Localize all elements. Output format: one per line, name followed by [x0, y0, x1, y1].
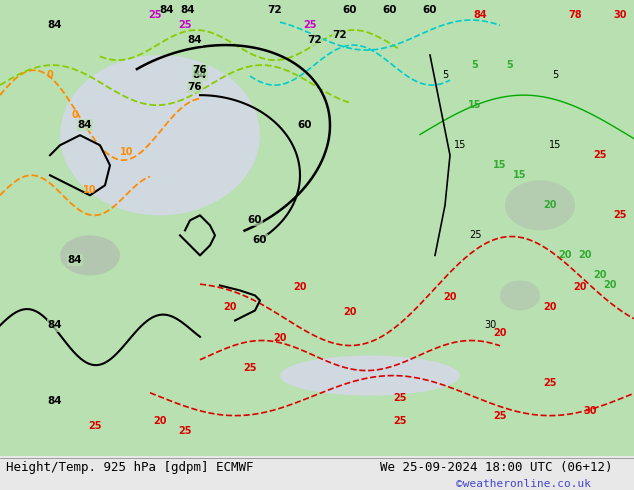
Text: 84: 84: [68, 255, 82, 266]
Text: 20: 20: [294, 282, 307, 293]
Text: 78: 78: [568, 10, 582, 20]
Text: Height/Temp. 925 hPa [gdpm] ECMWF: Height/Temp. 925 hPa [gdpm] ECMWF: [6, 462, 254, 474]
Text: 84: 84: [48, 320, 62, 330]
Text: 25: 25: [393, 416, 407, 426]
Text: 25: 25: [303, 20, 317, 30]
Text: 84: 84: [473, 10, 487, 20]
Text: 25: 25: [543, 378, 557, 388]
Text: 84: 84: [181, 5, 195, 15]
Text: 60: 60: [298, 120, 313, 130]
Text: 0: 0: [47, 70, 53, 80]
Text: 15: 15: [493, 160, 507, 170]
Text: 84: 84: [188, 35, 202, 45]
Text: 84: 84: [48, 395, 62, 406]
Text: 25: 25: [243, 363, 257, 372]
Text: 60: 60: [423, 5, 437, 15]
Text: 5: 5: [552, 70, 558, 80]
Text: 84: 84: [193, 70, 207, 80]
Text: 20: 20: [559, 250, 572, 260]
Text: 20: 20: [603, 280, 617, 291]
Text: 10: 10: [83, 185, 97, 196]
Text: 5: 5: [507, 60, 514, 70]
Text: 5: 5: [472, 60, 479, 70]
Text: 20: 20: [343, 308, 357, 318]
Text: 20: 20: [153, 416, 167, 426]
Text: 25: 25: [493, 411, 507, 420]
Text: 72: 72: [268, 5, 282, 15]
Text: 20: 20: [543, 200, 557, 210]
Ellipse shape: [500, 280, 540, 311]
Text: 60: 60: [343, 5, 357, 15]
Text: 20: 20: [273, 333, 287, 343]
Text: 20: 20: [578, 250, 592, 260]
Text: 25: 25: [88, 420, 101, 431]
Text: 15: 15: [549, 140, 561, 150]
Text: 84: 84: [160, 5, 174, 15]
Text: 25: 25: [178, 20, 191, 30]
Text: 20: 20: [593, 270, 607, 280]
Text: 60: 60: [248, 215, 262, 225]
Text: 25: 25: [393, 392, 407, 403]
Text: 25: 25: [469, 230, 481, 241]
Text: 15: 15: [454, 140, 466, 150]
Text: 76: 76: [188, 82, 202, 92]
Text: 72: 72: [333, 30, 347, 40]
Text: 30: 30: [484, 320, 496, 330]
Text: 25: 25: [148, 10, 162, 20]
Text: 0: 0: [72, 110, 79, 120]
Text: 20: 20: [443, 293, 456, 302]
Text: 84: 84: [48, 20, 62, 30]
Text: 76: 76: [193, 65, 207, 75]
Ellipse shape: [505, 180, 575, 230]
Text: 30: 30: [583, 406, 597, 416]
Text: 10: 10: [120, 147, 134, 157]
Text: 60: 60: [253, 235, 268, 245]
Text: 60: 60: [383, 5, 398, 15]
Text: 5: 5: [442, 70, 448, 80]
Text: 20: 20: [493, 327, 507, 338]
Text: 30: 30: [613, 10, 627, 20]
Ellipse shape: [60, 55, 260, 215]
Text: 25: 25: [593, 150, 607, 160]
Text: 20: 20: [223, 302, 236, 313]
Ellipse shape: [60, 235, 120, 275]
Text: 20: 20: [543, 302, 557, 313]
Text: 15: 15: [514, 170, 527, 180]
Text: 15: 15: [469, 100, 482, 110]
Text: We 25-09-2024 18:00 UTC (06+12): We 25-09-2024 18:00 UTC (06+12): [380, 462, 613, 474]
Ellipse shape: [280, 356, 460, 395]
Text: 20: 20: [573, 282, 586, 293]
Text: 25: 25: [613, 210, 627, 221]
Text: 25: 25: [178, 426, 191, 436]
Text: ©weatheronline.co.uk: ©weatheronline.co.uk: [456, 479, 592, 489]
Text: 84: 84: [78, 120, 93, 130]
Text: 72: 72: [307, 35, 322, 45]
